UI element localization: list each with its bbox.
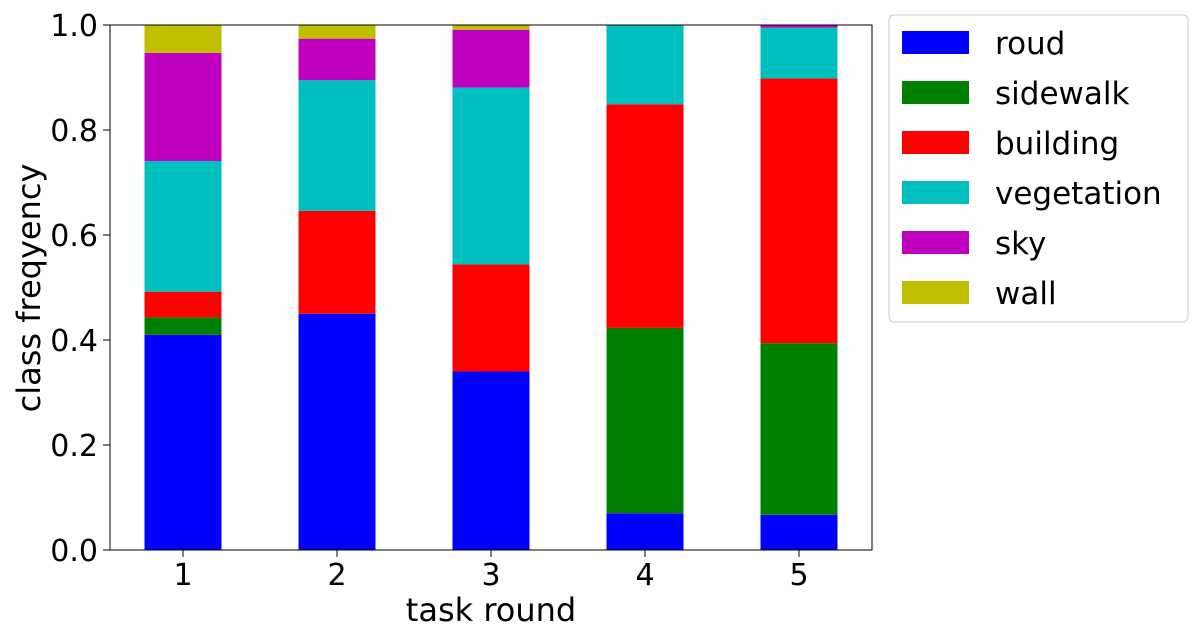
legend-swatch-building bbox=[902, 131, 969, 154]
legend-label-vegetation: vegetation bbox=[995, 176, 1162, 212]
y-tick-label: 0.6 bbox=[50, 219, 98, 254]
bar-segment-roud-round-5 bbox=[760, 514, 838, 550]
y-tick-label: 1.0 bbox=[50, 9, 98, 44]
bar-segment-sky-round-1 bbox=[144, 52, 222, 161]
legend-swatch-vegetation bbox=[902, 181, 969, 204]
y-axis-title: class freqyency bbox=[10, 164, 48, 413]
y-tick-label: 0.8 bbox=[50, 114, 98, 149]
bar-segment-building-round-3 bbox=[452, 264, 530, 372]
legend-label-sky: sky bbox=[995, 226, 1046, 262]
bar-segment-roud-round-3 bbox=[452, 371, 530, 550]
y-tick-label: 0.4 bbox=[50, 324, 98, 359]
legend-label-wall: wall bbox=[995, 276, 1057, 312]
bar-segment-sky-round-3 bbox=[452, 29, 530, 88]
bar-segment-vegetation-round-2 bbox=[298, 80, 376, 211]
bar-segment-sidewalk-round-5 bbox=[760, 343, 838, 515]
legend-swatch-sidewalk bbox=[902, 81, 969, 104]
x-tick-label: 3 bbox=[481, 558, 500, 593]
x-tick-label: 2 bbox=[327, 558, 346, 593]
axis-ticks: 1 2 3 4 5 0.0 0.2 0.4 0.6 0.8 1.0 bbox=[50, 9, 808, 593]
legend-swatch-sky bbox=[902, 231, 969, 254]
bar-segment-sidewalk-round-1 bbox=[144, 317, 222, 335]
bars-layer bbox=[144, 25, 838, 550]
bar-segment-wall-round-1 bbox=[144, 25, 222, 53]
bar-segment-roud-round-1 bbox=[144, 334, 222, 550]
x-tick-label: 5 bbox=[789, 558, 808, 593]
bar-segment-building-round-5 bbox=[760, 78, 838, 344]
legend-swatch-roud bbox=[902, 31, 969, 54]
bar-segment-vegetation-round-3 bbox=[452, 87, 530, 265]
x-axis-title: task round bbox=[406, 591, 576, 629]
bar-segment-sidewalk-round-4 bbox=[606, 327, 684, 514]
bar-segment-vegetation-round-1 bbox=[144, 160, 222, 292]
legend-swatch-wall bbox=[902, 281, 969, 304]
bar-segment-roud-round-4 bbox=[606, 513, 684, 550]
bar-segment-building-round-1 bbox=[144, 291, 222, 318]
bar-segment-building-round-2 bbox=[298, 210, 376, 314]
legend: roud sidewalk building vegetation sky wall bbox=[888, 14, 1189, 323]
y-tick-label: 0.0 bbox=[50, 534, 98, 569]
bar-segment-vegetation-round-5 bbox=[760, 27, 838, 79]
bar-segment-sky-round-2 bbox=[298, 38, 376, 81]
bar-segment-building-round-4 bbox=[606, 104, 684, 328]
x-tick-label: 1 bbox=[173, 558, 192, 593]
y-tick-label: 0.2 bbox=[50, 429, 98, 464]
legend-label-roud: roud bbox=[995, 26, 1065, 62]
bar-segment-vegetation-round-4 bbox=[606, 25, 684, 105]
legend-label-building: building bbox=[995, 126, 1119, 162]
legend-label-sidewalk: sidewalk bbox=[995, 76, 1129, 112]
x-tick-label: 4 bbox=[635, 558, 654, 593]
bar-segment-wall-round-3 bbox=[452, 25, 530, 30]
bar-segment-wall-round-2 bbox=[298, 25, 376, 39]
bar-segment-sky-round-5 bbox=[760, 25, 838, 28]
bar-segment-roud-round-2 bbox=[298, 313, 376, 550]
